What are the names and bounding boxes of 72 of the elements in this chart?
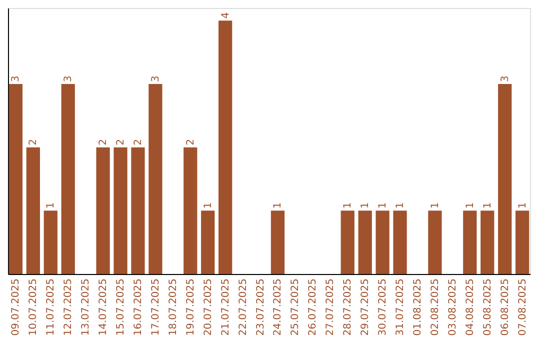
x-tick-label: 22.07.2025 bbox=[238, 278, 249, 336]
bar bbox=[61, 84, 75, 274]
data-label: 1 bbox=[46, 202, 57, 209]
x-tick-label: 21.07.2025 bbox=[220, 278, 232, 336]
bar bbox=[516, 210, 530, 274]
x-tick-label: 04.08.2025 bbox=[464, 278, 476, 336]
data-label: 4 bbox=[220, 12, 232, 19]
data-label: 1 bbox=[482, 202, 494, 209]
data-label: 3 bbox=[150, 76, 162, 82]
x-tick-label: 23.07.2025 bbox=[255, 278, 266, 336]
bar bbox=[184, 147, 198, 274]
data-label: 1 bbox=[395, 202, 406, 209]
x-tick-label: 31.07.2025 bbox=[395, 278, 406, 336]
x-tick-label: 17.07.2025 bbox=[150, 278, 162, 336]
bar bbox=[201, 210, 215, 274]
bar bbox=[148, 84, 162, 274]
bar bbox=[270, 210, 285, 274]
x-tick-label: 11.07.2025 bbox=[46, 278, 57, 336]
bar bbox=[26, 147, 40, 274]
data-label: 1 bbox=[517, 202, 528, 209]
bar bbox=[218, 20, 232, 274]
bar bbox=[44, 210, 58, 274]
data-label: 1 bbox=[342, 202, 354, 209]
x-tick-label: 20.07.2025 bbox=[202, 278, 214, 336]
bar bbox=[463, 210, 477, 274]
data-label: 3 bbox=[10, 76, 22, 82]
bar bbox=[393, 210, 407, 274]
x-tick-label: 10.07.2025 bbox=[28, 278, 40, 336]
bar bbox=[96, 147, 110, 274]
x-tick-label: 15.07.2025 bbox=[116, 278, 127, 336]
bar bbox=[131, 147, 145, 274]
data-label: 3 bbox=[500, 76, 511, 82]
x-tick-label: 09.07.2025 bbox=[10, 278, 22, 336]
data-label: 1 bbox=[272, 202, 284, 209]
data-label: 2 bbox=[185, 138, 196, 146]
data-label: 1 bbox=[202, 202, 214, 209]
x-tick-label: 28.07.2025 bbox=[342, 278, 354, 336]
x-tick-label: 27.07.2025 bbox=[325, 278, 336, 336]
data-label: 1 bbox=[360, 202, 372, 209]
x-tick-label: 30.07.2025 bbox=[378, 278, 389, 336]
x-tick-label: 12.07.2025 bbox=[63, 278, 74, 336]
bar bbox=[358, 210, 372, 274]
x-tick-label: 18.07.2025 bbox=[168, 278, 179, 336]
x-tick-label: 19.07.2025 bbox=[185, 278, 196, 336]
x-tick-label: 03.08.2025 bbox=[447, 278, 458, 336]
data-label: 2 bbox=[98, 138, 110, 146]
x-tick-label: 06.08.2025 bbox=[500, 278, 511, 336]
x-tick-label: 16.07.2025 bbox=[132, 278, 144, 336]
x-tick-label: 01.08.2025 bbox=[412, 278, 424, 336]
data-label: 1 bbox=[378, 202, 389, 209]
x-tick-label: 05.08.2025 bbox=[482, 278, 494, 336]
bar bbox=[340, 210, 354, 274]
bar bbox=[114, 147, 128, 274]
x-tick-label: 24.07.2025 bbox=[272, 278, 284, 336]
data-label: 3 bbox=[63, 76, 74, 82]
bar bbox=[8, 84, 22, 274]
x-tick-label: 26.07.2025 bbox=[308, 278, 319, 336]
x-tick-label: 29.07.2025 bbox=[360, 278, 372, 336]
bar bbox=[376, 210, 390, 274]
x-tick-label: 25.07.2025 bbox=[290, 278, 302, 336]
data-label: 2 bbox=[116, 138, 127, 146]
x-tick-label: 14.07.2025 bbox=[98, 278, 110, 336]
x-tick-label: 07.08.2025 bbox=[517, 278, 528, 336]
bar bbox=[498, 84, 512, 274]
data-label: 2 bbox=[132, 138, 144, 146]
data-label: 1 bbox=[430, 202, 441, 209]
x-tick-label: 13.07.2025 bbox=[80, 278, 92, 336]
x-tick-label: 02.08.2025 bbox=[430, 278, 441, 336]
data-label: 2 bbox=[28, 138, 40, 146]
bar bbox=[480, 210, 494, 274]
bar bbox=[428, 210, 442, 274]
data-label: 1 bbox=[464, 202, 476, 209]
